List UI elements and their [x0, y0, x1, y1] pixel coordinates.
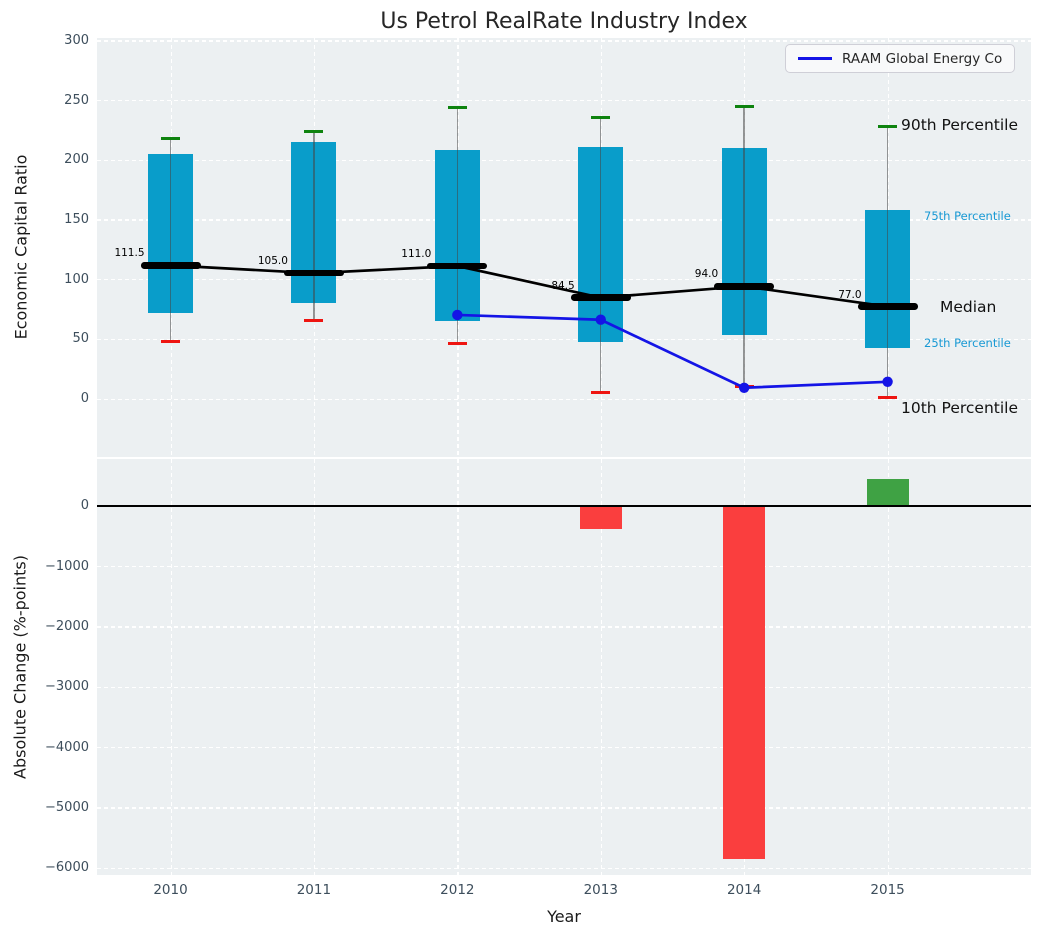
- xtick-label: 2014: [726, 882, 762, 898]
- ytick-label: 300: [64, 32, 89, 48]
- gridline-y: [97, 867, 1031, 870]
- median-value-label: 94.0: [694, 268, 719, 281]
- whisker-line: [743, 106, 745, 387]
- ytick-label: −2000: [45, 618, 89, 634]
- median-value-label: 111.0: [401, 248, 432, 260]
- whisker-cap-90th: [447, 105, 467, 109]
- xtick-label: 2015: [870, 882, 905, 898]
- change-bar-2015: [866, 479, 909, 506]
- ytick-label: −4000: [45, 739, 89, 755]
- median-bar: [140, 262, 201, 269]
- ytick-label: 200: [64, 152, 89, 168]
- whisker-line: [886, 126, 889, 398]
- whisker-cap-10th: [304, 319, 324, 323]
- gridline-y: [97, 100, 1031, 102]
- ytick-label: 150: [64, 211, 89, 227]
- ytick-label: −5000: [45, 799, 89, 815]
- p75-percentile-label: 75th Percentile: [924, 208, 1011, 223]
- change-bar-2014: [723, 505, 766, 859]
- chart-title: Us Petrol RealRate Industry Index: [380, 9, 748, 34]
- whisker-cap-10th: [591, 391, 611, 395]
- whisker-cap-90th: [734, 104, 754, 108]
- gridline-y: [97, 747, 1031, 749]
- legend[interactable]: RAAM Global Energy Co: [785, 44, 1016, 73]
- ytick-label: −3000: [45, 679, 89, 695]
- gridline-y: [97, 566, 1031, 568]
- bottom-panel-plot-area: [97, 459, 1031, 875]
- gridline-y: [97, 686, 1031, 689]
- p10-percentile-label: 10th Percentile: [901, 399, 1019, 418]
- gridline-y: [97, 807, 1031, 809]
- xtick-label: 2012: [440, 882, 475, 898]
- whisker-cap-90th: [161, 136, 180, 140]
- top-y-axis-label: Economic Capital Ratio: [11, 154, 31, 340]
- gridline-y: [97, 219, 1031, 221]
- ytick-label: 0: [80, 498, 89, 514]
- ytick-label: 50: [72, 331, 89, 347]
- whisker-line: [313, 131, 315, 321]
- whisker-line: [600, 117, 602, 393]
- ytick-label: 250: [64, 92, 89, 108]
- gridline-x: [313, 459, 316, 875]
- whisker-line: [169, 138, 172, 342]
- gridline-y: [97, 626, 1031, 628]
- p25-percentile-label: 25th Percentile: [924, 336, 1011, 351]
- gridline-x: [170, 459, 172, 875]
- ytick-label: −1000: [45, 558, 89, 574]
- gridline-x: [887, 459, 889, 875]
- gridline-y: [97, 40, 1031, 42]
- whisker-cap-90th: [591, 116, 611, 120]
- legend-line-sample: [798, 57, 832, 60]
- median-bar: [570, 294, 631, 301]
- whisker-cap-10th: [161, 339, 180, 343]
- median-bar: [427, 262, 488, 270]
- median-value-label: 77.0: [838, 288, 862, 301]
- xtick-label: 2010: [153, 882, 188, 898]
- median-bar: [857, 303, 918, 310]
- xtick-label: 2011: [296, 882, 332, 898]
- legend-label: RAAM Global Energy Co: [842, 50, 1003, 67]
- change-bar-2013: [579, 505, 622, 529]
- gridline-x: [457, 459, 459, 875]
- median-percentile-label: Median: [940, 297, 997, 316]
- x-axis-label: Year: [547, 907, 581, 926]
- median-bar: [283, 269, 344, 277]
- ytick-label: −6000: [45, 860, 89, 876]
- median-value-label: 105.0: [257, 255, 288, 268]
- ytick-label: 0: [80, 391, 89, 406]
- whisker-cap-10th: [734, 385, 754, 389]
- zero-line: [97, 504, 1031, 507]
- whisker-cap-10th: [878, 395, 898, 399]
- xtick-label: 2013: [583, 882, 618, 898]
- median-bar: [714, 282, 775, 290]
- gridline-x: [600, 459, 603, 875]
- bottom-y-axis-label: Absolute Change (%-points): [10, 555, 30, 779]
- whisker-line: [456, 107, 459, 344]
- whisker-cap-90th: [304, 129, 324, 133]
- median-value-label: 111.5: [114, 247, 145, 260]
- median-value-label: 84.5: [551, 279, 575, 292]
- gridline-y: [97, 398, 1031, 400]
- ytick-label: 100: [64, 271, 89, 287]
- p90-percentile-label: 90th Percentile: [901, 116, 1019, 135]
- gridline-y: [97, 159, 1031, 162]
- whisker-cap-90th: [878, 124, 898, 128]
- whisker-cap-10th: [447, 342, 467, 346]
